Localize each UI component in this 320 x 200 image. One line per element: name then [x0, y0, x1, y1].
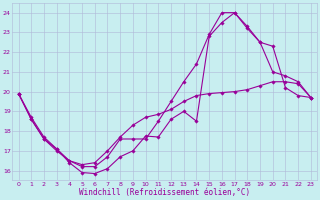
X-axis label: Windchill (Refroidissement éolien,°C): Windchill (Refroidissement éolien,°C) [79, 188, 250, 197]
